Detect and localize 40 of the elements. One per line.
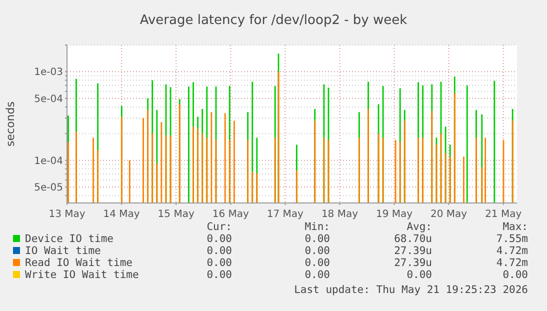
text: 0.00 <box>304 257 330 269</box>
legend-label: Read IO Wait time <box>25 257 132 269</box>
text: Cur: <box>206 221 232 233</box>
x-tick-label: 18 May <box>321 209 358 220</box>
legend-label: Device IO time <box>25 233 114 245</box>
text: Avg: <box>406 221 432 233</box>
x-tick-label: 15 May <box>158 209 194 220</box>
text: 0.00 <box>502 269 528 281</box>
text: 0.00 <box>304 269 330 281</box>
text: Max: <box>502 221 528 233</box>
text: 0.00 <box>206 269 232 281</box>
x-tick-label: 16 May <box>212 209 250 220</box>
text: Last update: Thu May 21 19:25:23 2026 <box>294 284 528 296</box>
text: Min: <box>304 221 330 233</box>
text: 68.70u <box>394 233 432 245</box>
y-tick-label: 1e-04 <box>34 156 63 167</box>
y-tick-label: 5e-05 <box>34 182 63 194</box>
text: 4.72m <box>496 257 528 269</box>
x-tick-label: 19 May <box>376 209 413 220</box>
chart-title: Average latency for /dev/loop2 - by week <box>140 13 408 28</box>
text: 7.55m <box>496 233 528 245</box>
text: 0.00 <box>206 233 232 245</box>
text: 0.00 <box>406 269 432 281</box>
y-axis-title: seconds <box>4 101 17 146</box>
text: 27.39u <box>394 245 432 257</box>
x-tick-label: 13 May <box>48 209 86 220</box>
x-tick-label: 14 May <box>103 209 140 220</box>
text: 4.72m <box>496 245 528 257</box>
x-tick-label: 20 May <box>430 209 468 220</box>
text: 0.00 <box>304 245 330 257</box>
text: 0.00 <box>206 245 232 257</box>
legend-label: Write IO Wait time <box>25 269 139 281</box>
legend-label: IO Wait time <box>25 245 101 257</box>
text: 0.00 <box>304 233 330 245</box>
x-tick-label: 17 May <box>266 209 304 220</box>
text: 27.39u <box>394 257 432 269</box>
y-tick-label: 5e-04 <box>34 94 63 105</box>
x-tick-label: 21 May <box>485 209 522 220</box>
y-tick-label: 1e-03 <box>34 67 63 78</box>
text: 0.00 <box>206 257 232 269</box>
